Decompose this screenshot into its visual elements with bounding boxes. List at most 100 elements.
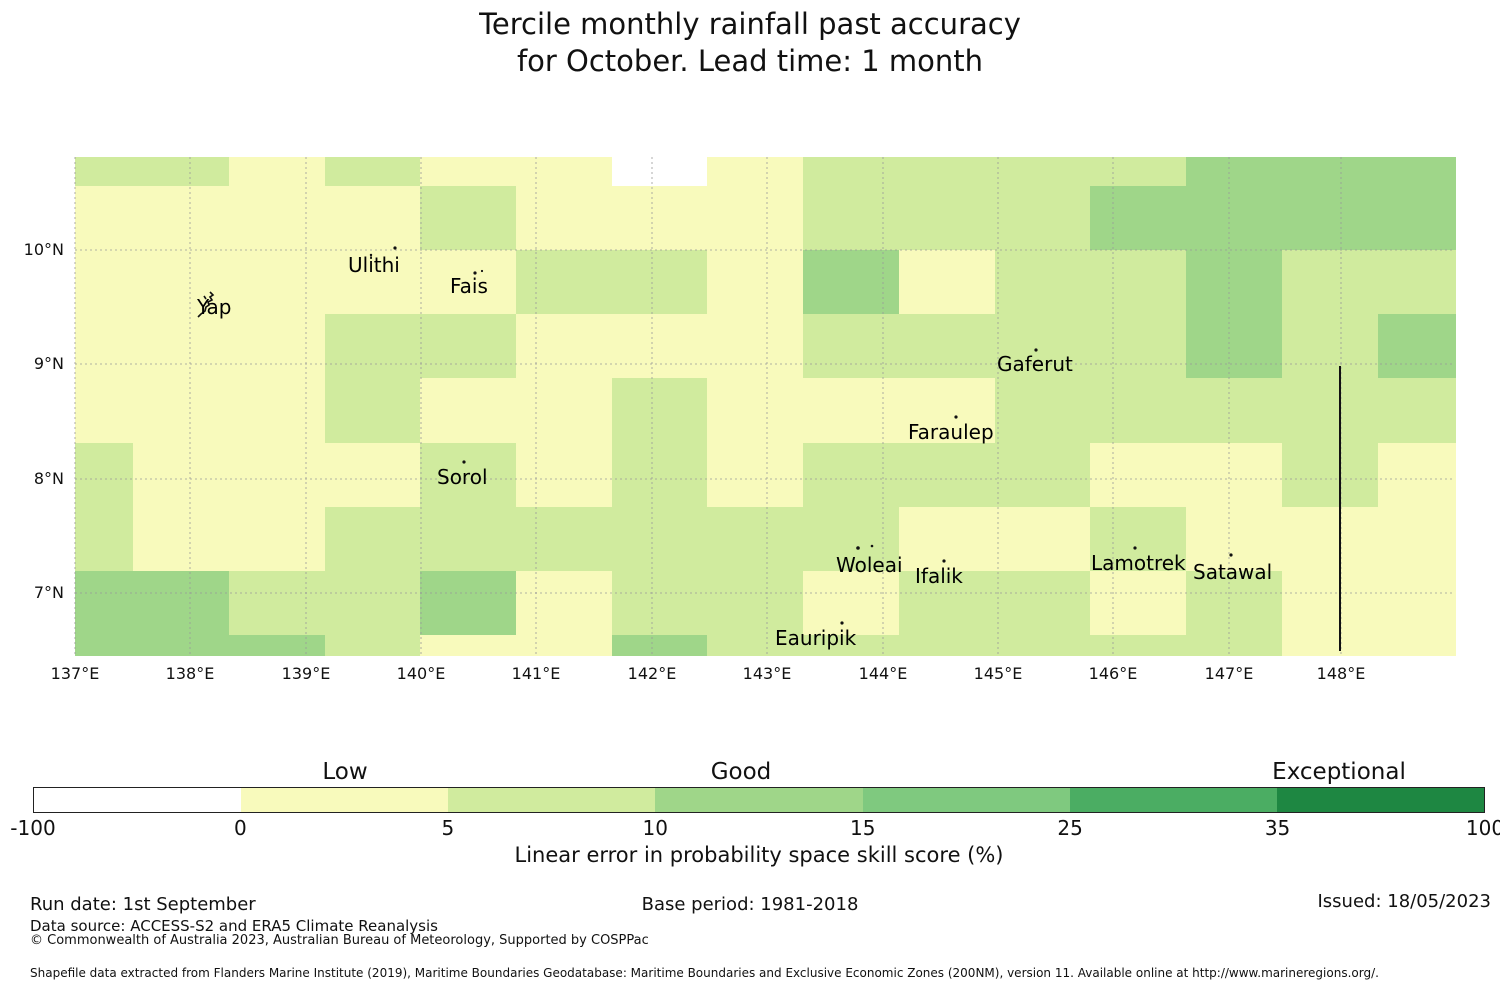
colorbar-tick-label: 100	[1465, 816, 1500, 840]
heatmap-cell	[899, 443, 996, 508]
heatmap-cell	[995, 507, 1091, 572]
heatmap-cell	[133, 571, 230, 636]
heatmap-cell	[420, 571, 517, 636]
x-axis-tick-label: 147°E	[1204, 664, 1254, 683]
heatmap-cell	[516, 157, 613, 187]
heatmap-cell	[803, 250, 900, 315]
x-axis-tick-label: 146°E	[1088, 664, 1138, 683]
heatmap-cell	[1378, 186, 1456, 251]
heatmap-cell	[899, 186, 996, 251]
heatmap-cell	[1090, 507, 1187, 572]
ifalik-island-label: Ifalik	[915, 564, 963, 588]
heatmap-cell	[133, 378, 230, 444]
heatmap-cell	[995, 378, 1091, 444]
shapefile-note-text: Shapefile data extracted from Flanders M…	[30, 966, 1379, 980]
colorbar-tick-label: 25	[1057, 816, 1083, 840]
chart-title-line1: Tercile monthly rainfall past accuracy	[479, 7, 1021, 41]
heatmap-cell	[516, 571, 613, 636]
heatmap-cell	[1186, 186, 1283, 251]
heatmap-cell	[1186, 250, 1283, 315]
heatmap-cell	[803, 635, 900, 656]
heatmap-cell	[420, 250, 517, 315]
heatmap-cell	[420, 378, 517, 444]
heatmap-cell	[516, 443, 613, 508]
base-period-text: Base period: 1981-2018	[641, 894, 859, 915]
heatmap-cell	[995, 186, 1091, 251]
colorbar-tick-label: -100	[10, 816, 56, 840]
x-axis-tick-label: 145°E	[973, 664, 1023, 683]
heatmap-cell	[1186, 314, 1283, 379]
x-axis-tick-label: 142°E	[627, 664, 677, 683]
heatmap-cell	[1282, 443, 1379, 508]
heatmap-cell	[899, 507, 996, 572]
heatmap-cell	[516, 186, 613, 251]
heatmap-cell	[516, 378, 613, 444]
x-axis-tick-label: 143°E	[742, 664, 792, 683]
heatmap-cell	[1186, 507, 1283, 572]
heatmap-cell	[612, 378, 708, 444]
heatmap-cell	[995, 157, 1091, 187]
heatmap-cell	[1186, 378, 1283, 444]
ulithi-island-label: Ulithi	[348, 253, 400, 277]
heatmap-cell	[229, 314, 326, 379]
heatmap-cell	[229, 571, 326, 636]
heatmap-cell	[1090, 635, 1187, 656]
heatmap-cell	[803, 571, 900, 636]
heatmap-cell	[325, 378, 421, 444]
colorbar-tick-label: 10	[642, 816, 669, 840]
heatmap-cell	[75, 314, 134, 379]
heatmap-cell	[229, 507, 326, 572]
heatmap-cell	[75, 378, 134, 444]
colorbar-caption: Linear error in probability space skill …	[514, 843, 1004, 867]
heatmap-cell	[1282, 571, 1379, 636]
heatmap-cell	[229, 378, 326, 444]
heatmap-cell	[995, 250, 1091, 315]
lamotrek-island-label: Lamotrek	[1091, 551, 1186, 575]
y-axis-tick-label: 10°N	[23, 240, 64, 259]
heatmap-cell	[612, 507, 708, 572]
heatmap-cell	[899, 314, 996, 379]
x-axis-tick-label: 141°E	[511, 664, 561, 683]
colorbar-tick-label: 15	[849, 816, 876, 840]
heatmap-cell	[75, 635, 134, 656]
heatmap-cell	[803, 443, 900, 508]
heatmap-cell	[1378, 157, 1456, 187]
chart-title-line2: for October. Lead time: 1 month	[516, 44, 984, 78]
heatmap-cell	[229, 186, 326, 251]
heatmap-cell	[1186, 571, 1283, 636]
heatmap-cell	[707, 314, 804, 379]
colorbar-tick-label: 0	[234, 816, 247, 840]
heatmap-cell	[1378, 378, 1456, 444]
heatmap-cell	[1378, 571, 1456, 636]
heatmap-cell	[899, 571, 996, 636]
heatmap-cell	[133, 157, 230, 187]
heatmap-cell	[133, 635, 230, 656]
heatmap-cell	[612, 571, 708, 636]
colorbar-segment	[34, 788, 242, 812]
heatmap-cell	[420, 314, 517, 379]
heatmap-cell	[612, 157, 708, 187]
heatmap-cell	[325, 157, 421, 187]
heatmap-cell	[1090, 250, 1187, 315]
yap-island-label: Yap	[197, 295, 232, 319]
heatmap-cell	[325, 250, 421, 315]
heatmap-cell	[420, 507, 517, 572]
heatmap-cell	[1282, 314, 1379, 379]
heatmap-cell	[1282, 635, 1379, 656]
x-axis-tick-label: 140°E	[396, 664, 446, 683]
heatmap-cell	[803, 507, 900, 572]
heatmap-cell	[1090, 314, 1187, 379]
heatmap-cell	[612, 443, 708, 508]
heatmap-cell	[133, 186, 230, 251]
heatmap-cell	[707, 378, 804, 444]
heatmap-cell	[1282, 250, 1379, 315]
x-axis-tick-label: 138°E	[165, 664, 215, 683]
heatmap-cell	[1090, 443, 1187, 508]
heatmap-cell	[1282, 186, 1379, 251]
heatmap-cell	[325, 507, 421, 572]
heatmap-cell	[133, 507, 230, 572]
heatmap-cell	[325, 443, 421, 508]
heatmap-cell	[75, 507, 134, 572]
heatmap-cell	[229, 635, 326, 656]
heatmap-cell	[420, 186, 517, 251]
